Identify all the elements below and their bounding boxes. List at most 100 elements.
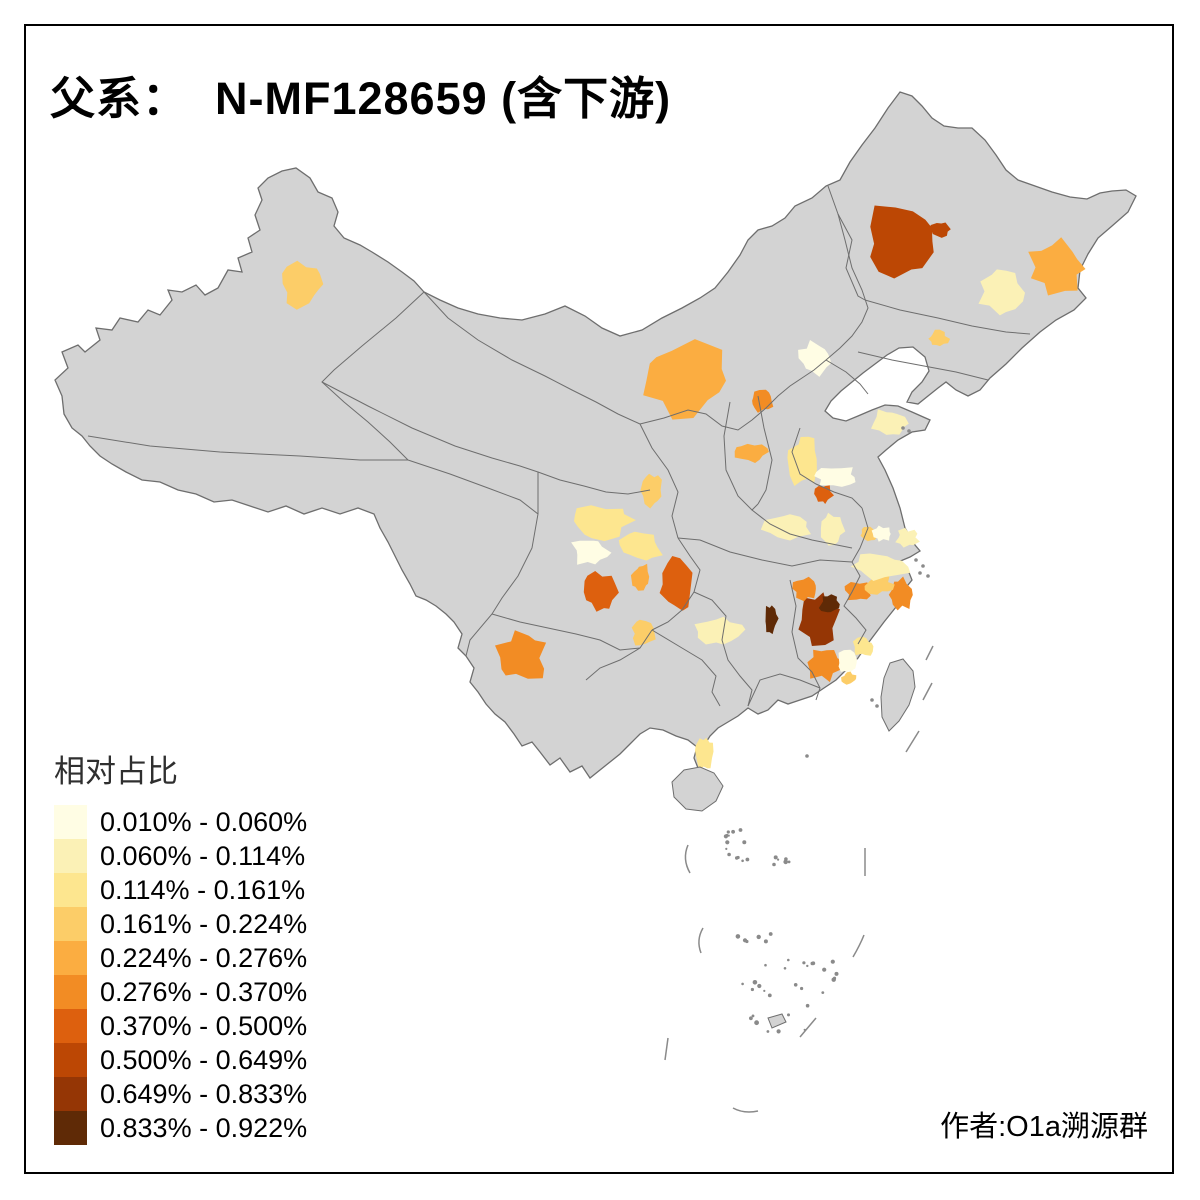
china-mainland-outline: [54, 91, 1137, 779]
province-boundary-line: [693, 591, 753, 707]
legend-row: 0.276% - 0.370%: [54, 975, 307, 1009]
map-region-guizhou-pale: [694, 616, 746, 645]
islet-dot: [745, 939, 749, 944]
islet-dot: [735, 934, 741, 939]
map-region-shanxi-north-orange: [752, 389, 774, 413]
islet-dot: [749, 1016, 753, 1021]
islet-dot: [870, 698, 874, 702]
islet-dot: [783, 859, 788, 865]
islet-dot: [751, 1014, 755, 1018]
legend-title: 相对占比: [54, 754, 178, 789]
map-region-shanghai-pale: [895, 527, 920, 548]
legend-swatch: [54, 1043, 87, 1077]
province-boundary-line: [851, 507, 869, 563]
map-region-fujian-lightorange-small: [841, 671, 857, 685]
islet-dot: [811, 961, 816, 966]
legend-row: 0.060% - 0.114%: [54, 839, 307, 873]
map-region-xinjiang-north-blob: [282, 260, 324, 310]
province-boundary-line: [537, 471, 651, 495]
map-region-yunnan-west-orange: [495, 630, 547, 679]
island-chain-dash: [698, 927, 704, 954]
colored-prefecture-regions: [282, 205, 1086, 770]
islet-dot: [763, 989, 766, 993]
legend-swatch: [54, 1009, 87, 1043]
map-region-inner-mongolia-mid-blob: [643, 339, 726, 420]
legend-swatch: [54, 805, 87, 839]
islet-dot: [750, 987, 755, 992]
islet-dot: [766, 1030, 770, 1033]
islet-dot: [752, 980, 758, 985]
province-boundary-line: [423, 291, 641, 425]
islet-dot: [772, 862, 776, 867]
legend-row: 0.833% - 0.922%: [54, 1111, 307, 1145]
islet-dot: [926, 574, 930, 578]
province-boundary-line: [491, 613, 641, 651]
map-region-beijing-area-cream: [798, 340, 832, 377]
legend-label: 0.161% - 0.224%: [100, 909, 308, 939]
legend-swatch: [54, 1111, 87, 1145]
taiwan-island: [880, 658, 916, 732]
legend-label: 0.370% - 0.500%: [100, 1011, 308, 1041]
island-chain-dash: [905, 730, 920, 753]
figure-title: 父系： N-MF128659 (含下游): [50, 73, 672, 124]
islet-dot: [768, 932, 773, 936]
province-boundary-line: [407, 459, 539, 657]
islet-dot: [875, 704, 879, 708]
legend-row: 0.161% - 0.224%: [54, 907, 307, 941]
map-region-zhejiang-north-cream: [850, 553, 911, 581]
province-boundary-line: [585, 629, 653, 681]
map-region-jiangxi-dark-large: [798, 592, 840, 646]
islet-dot: [776, 1029, 781, 1034]
map-region-northeast-dark-east-lobe: [929, 222, 951, 238]
legend-swatch: [54, 975, 87, 1009]
map-region-northeast-dark-large: [870, 205, 934, 279]
islet-dot: [914, 558, 918, 562]
map-region-leizhou-pale: [695, 737, 714, 770]
islet-dot: [806, 964, 809, 968]
islet-dot: [832, 976, 837, 980]
province-boundary-line: [677, 537, 701, 541]
province-boundary-line: [723, 401, 759, 511]
map-region-zhejiang-coast-orange: [888, 576, 913, 611]
legend-row: 0.370% - 0.500%: [54, 1009, 307, 1043]
islet-dot: [757, 983, 762, 989]
legend-row: 0.114% - 0.161%: [54, 873, 307, 907]
map-region-jiangxi-west-orange: [792, 576, 816, 602]
map-region-fujian-orange: [807, 649, 844, 683]
islet-dot: [727, 852, 731, 857]
island-chain-dash: [684, 844, 691, 874]
legend-row: 0.010% - 0.060%: [54, 805, 307, 839]
islet-dot: [725, 840, 730, 845]
legend-row: 0.649% - 0.833%: [54, 1077, 307, 1111]
province-boundary-line: [791, 427, 863, 509]
island-chain-dash: [925, 645, 934, 661]
islet-dot: [764, 963, 767, 967]
legend-rows: 0.010% - 0.060% 0.060% - 0.114% 0.114% - 0…: [54, 805, 307, 1145]
map-region-northeast-orange: [1028, 237, 1086, 296]
islet-dot: [802, 961, 806, 965]
map-region-north-jiangsu-cream-band: [814, 467, 856, 487]
map-region-jiangxi-dark-top: [818, 594, 840, 613]
legend: 相对占比 0.010% - 0.060% 0.060% - 0.114% 0.114…: [54, 746, 307, 1145]
legend-label: 0.833% - 0.922%: [100, 1113, 308, 1143]
islet-dot: [725, 847, 728, 851]
map-region-sichuan-pale-band-e: [618, 531, 663, 561]
islet-dot: [763, 939, 768, 944]
islet-dot: [793, 983, 798, 987]
islet-dot: [921, 564, 925, 568]
province-boundary-line: [757, 395, 773, 505]
legend-label: 0.060% - 0.114%: [100, 841, 306, 871]
islet-dot: [805, 754, 809, 758]
hainan-island: [671, 766, 724, 812]
legend-label: 0.114% - 0.161%: [100, 875, 306, 905]
province-boundary-line: [651, 629, 721, 707]
islet-dot: [773, 855, 778, 860]
south-china-sea-islets: [664, 426, 934, 1113]
map-region-sichuan-pale-band-nw: [574, 505, 636, 542]
province-boundary-line: [699, 539, 853, 567]
islet-dot: [726, 830, 730, 834]
province-boundaries: [87, 185, 1031, 707]
attribution-text: 作者:O1a溯源群: [940, 1111, 1148, 1143]
map-region-nanjing-cream: [871, 525, 891, 542]
